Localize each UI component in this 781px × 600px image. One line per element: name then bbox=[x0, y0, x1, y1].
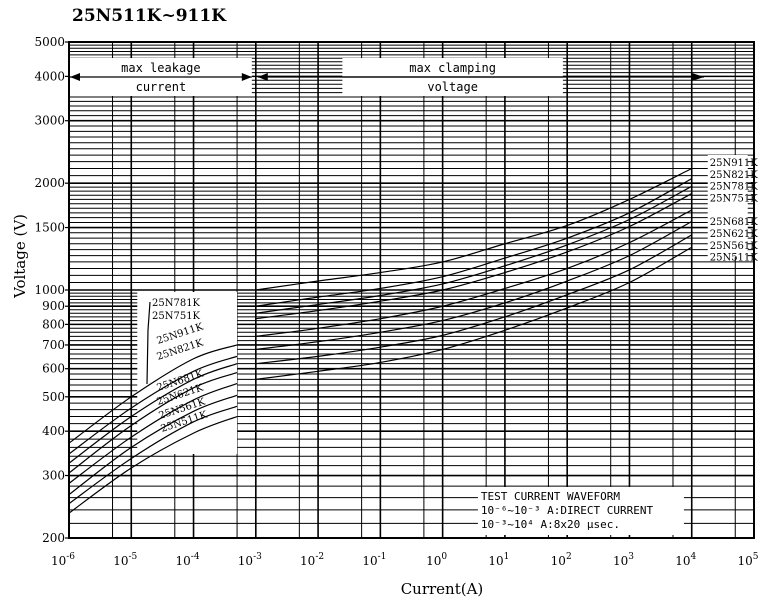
x-tick-exponent: -3 bbox=[253, 552, 262, 562]
x-tick-label: 10-6 bbox=[51, 552, 75, 568]
y-tick-label: 1000 bbox=[34, 283, 65, 297]
clamping-annotation-text: voltage bbox=[427, 80, 478, 94]
x-tick-exponent: -2 bbox=[315, 552, 324, 562]
x-tick-label: 10-3 bbox=[238, 552, 262, 568]
curve-leakage-25N911K bbox=[68, 344, 238, 444]
clamping-label: 25N681K bbox=[710, 217, 759, 228]
curve-clamping-25N511K bbox=[255, 246, 693, 380]
x-tick-label: 104 bbox=[675, 552, 696, 568]
x-tick-exponent: 5 bbox=[753, 552, 759, 562]
legend-line: TEST CURRENT WAVEFORM bbox=[481, 490, 620, 503]
y-tick-label: 4000 bbox=[34, 69, 65, 83]
y-tick-label: 700 bbox=[42, 338, 65, 352]
x-tick-label: 101 bbox=[488, 552, 509, 568]
x-tick-label: 102 bbox=[551, 552, 572, 568]
y-tick-label: 300 bbox=[42, 469, 65, 483]
x-axis-label: Current(A) bbox=[401, 580, 484, 598]
legend-line: 10⁻³~10⁴ A:8x20 μsec. bbox=[481, 518, 620, 531]
x-tick-exponent: -5 bbox=[129, 552, 138, 562]
leakage-annotation-text: max leakage bbox=[121, 61, 200, 75]
clamping-label: 25N511K bbox=[710, 253, 759, 264]
y-axis-label: Voltage (V) bbox=[11, 214, 29, 299]
y-tick-label: 900 bbox=[42, 299, 65, 313]
clamping-label: 25N911K bbox=[710, 158, 759, 169]
clamping-label: 25N621K bbox=[710, 229, 759, 240]
clamping-annotation-text: max clamping bbox=[409, 61, 496, 75]
curve-leakage-25N821K bbox=[68, 355, 238, 455]
leakage-annotation-text: current bbox=[136, 80, 187, 94]
x-tick-label: 10-2 bbox=[300, 552, 324, 568]
clamping-label: 25N821K bbox=[710, 170, 759, 181]
curve-leakage-25N751K bbox=[68, 372, 238, 474]
legend-background bbox=[477, 487, 684, 535]
y-tick-label: 400 bbox=[42, 424, 65, 438]
curve-clamping-25N751K bbox=[255, 193, 693, 320]
curve-clamping-25N781K bbox=[255, 185, 693, 314]
legend-line: 10⁻⁶~10⁻³ A:DIRECT CURRENT bbox=[481, 504, 654, 517]
y-tick-label: 5000 bbox=[34, 35, 65, 49]
curve-leakage-25N681K bbox=[68, 382, 238, 484]
x-tick-label: 103 bbox=[613, 552, 634, 568]
curve-clamping-25N681K bbox=[255, 209, 693, 337]
y-tick-label: 500 bbox=[42, 390, 65, 404]
curve-clamping-25N911K bbox=[255, 167, 692, 291]
curve-leakage-25N781K bbox=[68, 363, 238, 464]
curve-leakage-25N511K bbox=[68, 415, 238, 514]
curve-clamping-25N561K bbox=[255, 234, 693, 365]
y-tick-label: 1500 bbox=[34, 221, 65, 235]
leakage-label: 25N751K bbox=[152, 311, 201, 322]
leakage-inset-box bbox=[137, 292, 238, 454]
y-tick-label: 2000 bbox=[34, 176, 65, 190]
plot-frame bbox=[68, 41, 755, 539]
x-tick-label: 10-4 bbox=[176, 552, 200, 568]
arrow-right-icon bbox=[241, 73, 252, 81]
x-tick-exponent: -1 bbox=[378, 552, 387, 562]
arrow-left-icon bbox=[70, 73, 80, 81]
y-tick-label: 200 bbox=[42, 531, 65, 545]
clamping-label: 25N751K bbox=[710, 193, 759, 204]
x-tick-exponent: 1 bbox=[504, 552, 510, 562]
x-tick-exponent: -4 bbox=[191, 552, 200, 562]
x-tick-exponent: 3 bbox=[628, 552, 634, 562]
y-tick-label: 800 bbox=[42, 317, 65, 331]
arrow-left-icon bbox=[257, 73, 268, 81]
x-tick-label: 100 bbox=[426, 552, 447, 568]
x-tick-exponent: -6 bbox=[66, 552, 75, 562]
curve-clamping-25N821K bbox=[255, 178, 693, 307]
x-tick-label: 10-5 bbox=[113, 552, 137, 568]
annotations: max leakage current max clamping voltage bbox=[70, 58, 704, 96]
clamping-label: 25N561K bbox=[710, 241, 759, 252]
x-tick-label: 10-1 bbox=[362, 552, 386, 568]
chart-title: 25N511K~911K bbox=[72, 6, 227, 26]
label-leader-line bbox=[146, 301, 151, 385]
curve-leakage-25N621K bbox=[68, 394, 238, 496]
leakage-label: 25N781K bbox=[152, 298, 201, 309]
y-tick-label: 600 bbox=[42, 362, 65, 376]
x-tick-exponent: 4 bbox=[691, 552, 697, 562]
x-tick-exponent: 0 bbox=[441, 552, 447, 562]
arrow-right-icon bbox=[692, 73, 704, 81]
curve-clamping-25N621K bbox=[255, 220, 693, 351]
curves: 25N911K25N821K25N781K25N751K25N681K25N62… bbox=[68, 155, 759, 514]
clamping-label: 25N781K bbox=[710, 182, 759, 193]
x-tick-exponent: 2 bbox=[566, 552, 572, 562]
y-tick-label: 3000 bbox=[34, 114, 65, 128]
curve-leakage-25N561K bbox=[68, 405, 238, 505]
clamping-label-column bbox=[707, 155, 748, 257]
x-tick-label: 105 bbox=[737, 552, 758, 568]
